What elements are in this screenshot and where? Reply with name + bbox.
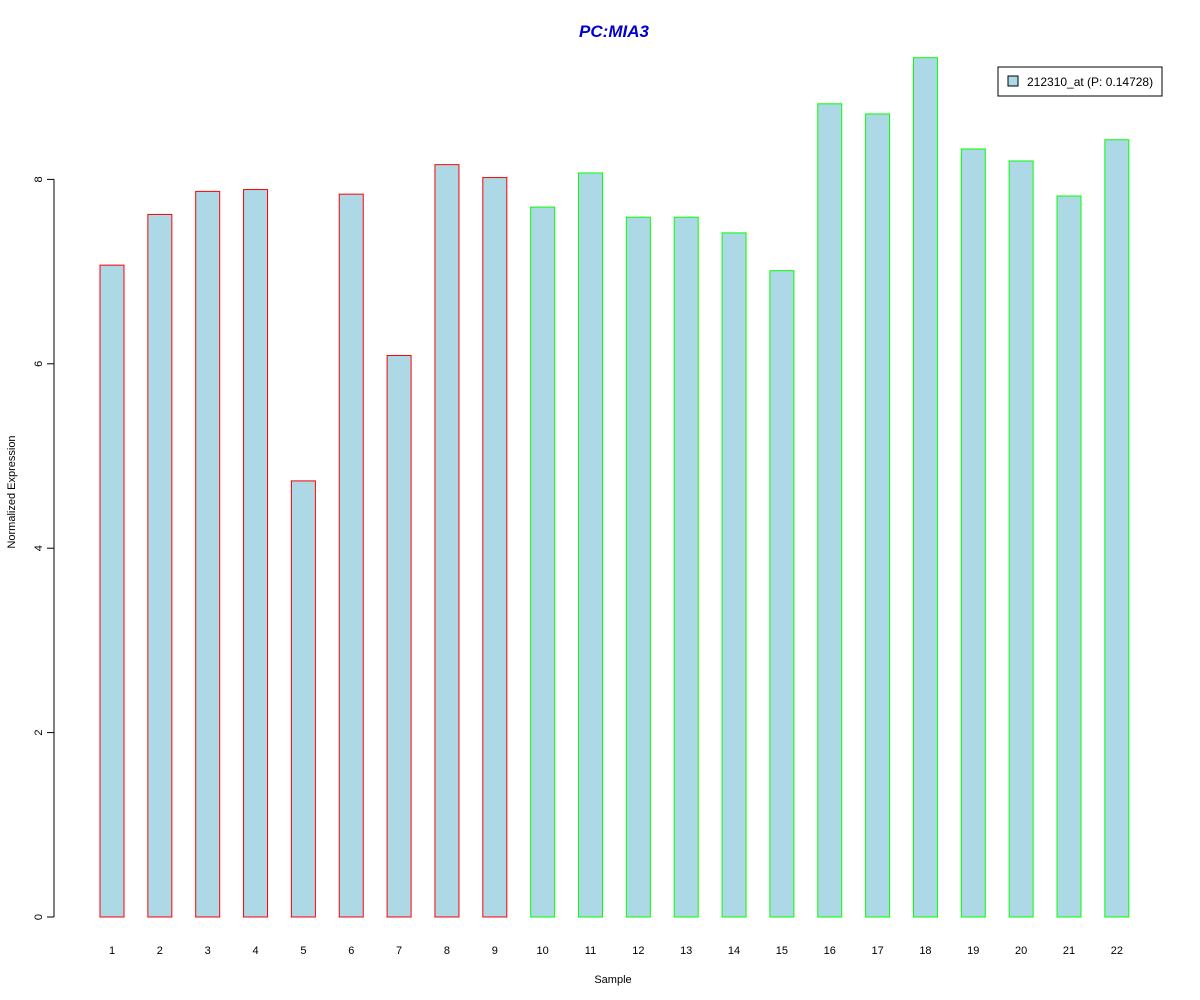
x-tick-label: 6 <box>348 945 354 957</box>
bars <box>99 57 1130 918</box>
bar-sample-17 <box>865 113 891 918</box>
y-tick-label: 6 <box>33 361 45 367</box>
bar-sample-18 <box>912 57 938 918</box>
bar-sample-19 <box>960 148 986 918</box>
y-tick-label: 8 <box>33 176 45 182</box>
bar-sample-15 <box>769 270 795 918</box>
bar-sample-8 <box>434 164 460 918</box>
bar-sample-14 <box>721 232 747 918</box>
x-tick-label: 1 <box>109 945 115 957</box>
x-tick-label: 7 <box>396 945 402 957</box>
x-tick-label: 17 <box>871 945 883 957</box>
legend-box <box>997 66 1163 97</box>
bar-sample-4 <box>243 189 269 918</box>
x-tick-label: 12 <box>632 945 644 957</box>
x-tick-label: 22 <box>1111 945 1123 957</box>
bar-sample-5 <box>290 480 316 918</box>
x-axis-label: Sample <box>594 974 631 986</box>
x-tick-label: 20 <box>1015 945 1027 957</box>
bar-sample-3 <box>195 190 221 918</box>
legend: 212310_at (P: 0.14728) <box>997 66 1163 97</box>
y-tick-label: 0 <box>33 914 45 920</box>
x-tick-label: 9 <box>492 945 498 957</box>
x-tick-label: 14 <box>728 945 740 957</box>
legend-swatch <box>1007 75 1019 87</box>
x-tick-label: 4 <box>252 945 258 957</box>
x-tick-label: 13 <box>680 945 692 957</box>
bar-sample-13 <box>673 216 699 918</box>
bar-sample-2 <box>147 213 173 918</box>
y-tick-label: 2 <box>33 730 45 736</box>
bar-sample-11 <box>578 172 603 918</box>
x-tick-label: 5 <box>300 945 306 957</box>
x-tick-label: 18 <box>919 945 931 957</box>
legend-label: 212310_at (P: 0.14728) <box>1027 75 1153 89</box>
bar-sample-7 <box>386 355 412 918</box>
bar-sample-21 <box>1056 195 1082 918</box>
bar-sample-16 <box>817 103 843 918</box>
x-tick-label: 16 <box>824 945 836 957</box>
chart-title: PC:MIA3 <box>579 22 649 41</box>
x-tick-label: 2 <box>157 945 163 957</box>
bar-sample-20 <box>1008 160 1034 918</box>
x-tick-label: 11 <box>585 945 596 957</box>
x-tick-label: 10 <box>537 945 549 957</box>
y-axis-label: Normalized Expression <box>6 435 18 548</box>
x-tick-label: 19 <box>967 945 979 957</box>
x-tick-label: 3 <box>205 945 211 957</box>
x-tick-label: 15 <box>776 945 788 957</box>
bar-sample-9 <box>482 177 508 918</box>
bar-sample-10 <box>530 206 556 918</box>
x-tick-labels: 1 2 3 4 5 6 7 8 9 10 11 12 13 14 15 16 17 18 19 20 21 22 <box>109 945 1123 957</box>
bar-sample-1 <box>99 264 125 918</box>
bar-sample-12 <box>625 216 651 918</box>
bar-sample-22 <box>1104 139 1130 918</box>
bar-sample-6 <box>338 193 364 918</box>
y-tick-label: 4 <box>33 545 45 551</box>
x-tick-label: 21 <box>1063 945 1075 957</box>
y-axis: 0 2 4 6 8 <box>33 176 55 920</box>
x-tick-label: 8 <box>444 945 450 957</box>
